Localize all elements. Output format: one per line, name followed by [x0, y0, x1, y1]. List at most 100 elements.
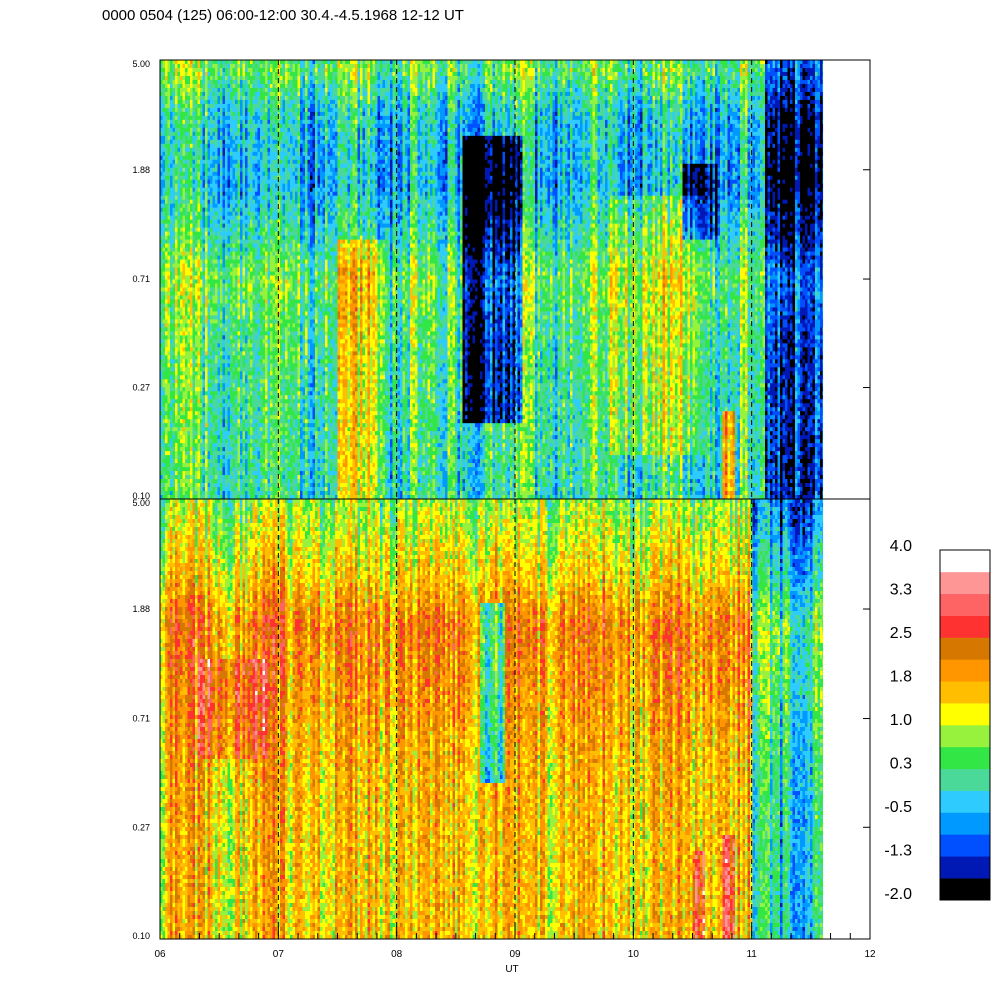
y-tick-label: 5.00	[132, 59, 150, 69]
heatmap-column	[493, 60, 496, 499]
heatmap-column	[693, 499, 696, 939]
heatmap-column	[688, 499, 691, 939]
heatmap-column	[675, 499, 678, 939]
heatmap-column	[753, 499, 756, 939]
heatmap-column	[528, 499, 531, 939]
heatmap-column	[450, 499, 453, 939]
heatmap-column	[680, 60, 683, 499]
heatmap-column	[438, 499, 441, 939]
heatmap-column	[210, 60, 213, 499]
heatmap-column	[165, 60, 168, 499]
heatmap-column	[728, 499, 731, 939]
heatmap-column	[708, 499, 711, 939]
heatmap-column	[723, 60, 726, 499]
heatmap-column	[523, 60, 526, 499]
heatmap-column	[298, 60, 301, 499]
heatmap-column	[343, 499, 346, 939]
heatmap-column	[398, 60, 401, 499]
colorbar-bin	[940, 725, 990, 747]
heatmap-column	[603, 60, 606, 499]
heatmap-column	[768, 60, 771, 499]
heatmap-column	[755, 499, 758, 939]
heatmap-column	[760, 499, 763, 939]
heatmap-column	[225, 499, 228, 939]
heatmap-column	[745, 499, 748, 939]
heatmap-column	[193, 499, 196, 939]
heatmap-column	[508, 499, 511, 939]
heatmap-column	[175, 60, 178, 499]
y-tick-label: 1.88	[132, 604, 150, 614]
heatmap-column	[283, 60, 286, 499]
colorbar-tick-label: 4.0	[890, 538, 912, 555]
heatmap-column	[720, 60, 723, 499]
heatmap-column	[168, 60, 171, 499]
heatmap-column	[510, 499, 513, 939]
heatmap-column	[215, 499, 218, 939]
chart-title: 0000 0504 (125) 06:00-12:00 30.4.-4.5.19…	[102, 7, 464, 24]
heatmap-column	[243, 499, 246, 939]
heatmap-column	[498, 60, 501, 499]
heatmap-column	[745, 60, 748, 499]
heatmap-column	[308, 499, 311, 939]
heatmap-column	[798, 499, 801, 939]
heatmap-column	[388, 499, 391, 939]
heatmap-column	[445, 499, 448, 939]
heatmap-column	[595, 60, 598, 499]
heatmap-column	[195, 499, 198, 939]
heatmap-column	[170, 60, 173, 499]
heatmap-column	[813, 60, 816, 499]
heatmap-column	[173, 499, 176, 939]
heatmap-column	[333, 60, 336, 499]
heatmap-column	[813, 499, 816, 939]
heatmap-column	[588, 499, 591, 939]
heatmap-column	[313, 60, 316, 499]
heatmap-column	[485, 499, 488, 939]
heatmap-column	[230, 499, 233, 939]
heatmap-column	[490, 499, 493, 939]
heatmap-column	[725, 60, 728, 499]
heatmap-column	[273, 60, 276, 499]
heatmap-column	[773, 499, 776, 939]
heatmap-column	[820, 499, 823, 939]
heatmap-column	[478, 60, 481, 499]
heatmap-column	[643, 499, 646, 939]
colorbar-bin	[940, 594, 990, 616]
heatmap-column	[220, 60, 223, 499]
heatmap-column	[685, 499, 688, 939]
heatmap-column	[330, 499, 333, 939]
heatmap-column	[600, 60, 603, 499]
heatmap-column	[673, 499, 676, 939]
heatmap-column	[540, 499, 543, 939]
heatmap-column	[418, 499, 421, 939]
heatmap-column	[495, 60, 498, 499]
heatmap-column	[458, 499, 461, 939]
heatmap-column	[475, 499, 478, 939]
heatmap-column	[568, 60, 571, 499]
heatmap-column	[703, 60, 706, 499]
heatmap-column	[315, 60, 318, 499]
heatmap-column	[463, 60, 466, 499]
heatmap-column	[510, 60, 513, 499]
heatmap-column	[660, 499, 663, 939]
heatmap-column	[570, 60, 573, 499]
heatmap-column	[485, 60, 488, 499]
heatmap-column	[253, 60, 256, 499]
heatmap-column	[505, 499, 508, 939]
heatmap-column	[743, 499, 746, 939]
x-tick-label: 12	[864, 949, 876, 960]
heatmap-column	[185, 60, 188, 499]
heatmap-column	[725, 499, 728, 939]
heatmap-column	[528, 60, 531, 499]
heatmap-column	[245, 60, 248, 499]
heatmap-column	[380, 499, 383, 939]
lower-panel-heatmap	[160, 499, 823, 939]
heatmap-column	[163, 60, 166, 499]
heatmap-column	[668, 60, 671, 499]
heatmap-column	[428, 60, 431, 499]
heatmap-column	[265, 499, 268, 939]
heatmap-column	[578, 499, 581, 939]
heatmap-column	[623, 60, 626, 499]
colorbar-tick-label: 1.0	[890, 712, 912, 729]
heatmap-column	[388, 60, 391, 499]
heatmap-column	[748, 499, 751, 939]
